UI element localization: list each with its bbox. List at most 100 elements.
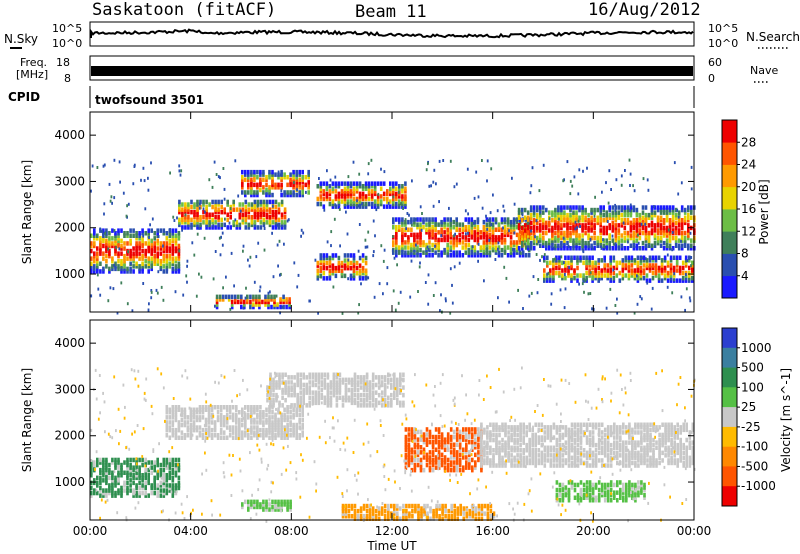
heatmap-cell [153, 259, 156, 264]
heatmap-cell [337, 194, 341, 199]
heatmap-cell [205, 215, 208, 220]
heatmap-cell [117, 236, 120, 241]
heatmap-cell [334, 268, 338, 273]
heatmap-cell [127, 250, 129, 254]
heatmap-cell [280, 215, 284, 220]
heatmap-cell [585, 453, 589, 458]
heatmap-cell [540, 422, 544, 427]
heatmap-cell [364, 184, 368, 189]
heatmap-cell [350, 387, 354, 393]
heatmap-cell [314, 377, 318, 383]
heatmap-cell [275, 392, 278, 398]
heatmap-cell [143, 179, 146, 183]
heatmap-cell [560, 207, 563, 213]
heatmap-cell [192, 407, 196, 412]
heatmap-cell [256, 433, 259, 438]
heatmap-cell [669, 258, 673, 263]
heatmap-cell [287, 375, 290, 380]
heatmap-cell [590, 223, 593, 228]
heatmap-cell [370, 184, 374, 189]
heatmap-cell [376, 194, 380, 199]
heatmap-cell [523, 223, 527, 228]
heatmap-cell [603, 440, 607, 445]
heatmap-cell [131, 309, 134, 313]
heatmap-cell [288, 304, 291, 310]
heatmap-cell [302, 382, 305, 388]
heatmap-cell [392, 201, 395, 207]
heatmap-cell [552, 270, 555, 276]
heatmap-cell [198, 206, 201, 210]
heatmap-cell [349, 204, 353, 209]
heatmap-cell [606, 442, 610, 448]
heatmap-cell [280, 202, 284, 207]
heatmap-cell [235, 430, 238, 435]
heatmap-cell [367, 162, 370, 166]
heatmap-cell [510, 460, 513, 466]
heatmap-cell [683, 207, 687, 213]
heatmap-cell [446, 230, 449, 235]
heatmap-cell [246, 297, 249, 302]
heatmap-cell [298, 185, 301, 190]
heatmap-cell [494, 217, 498, 222]
heatmap-cell [470, 250, 474, 255]
heatmap-cell [687, 207, 690, 213]
heatmap-cell [665, 228, 669, 233]
heatmap-cell [458, 452, 462, 458]
heatmap-cell [111, 264, 114, 269]
heatmap-cell [358, 191, 362, 197]
heatmap-cell [645, 265, 649, 271]
heatmap-cell [393, 382, 396, 388]
heatmap-cell [259, 182, 262, 188]
heatmap-cell [656, 223, 660, 228]
heatmap-cell [477, 450, 480, 455]
heatmap-cell [244, 412, 247, 418]
heatmap-cell [579, 458, 583, 463]
heatmap-cell [572, 223, 575, 228]
heatmap-cell [162, 462, 166, 468]
heatmap-cell [656, 238, 660, 243]
heatmap-cell [253, 199, 257, 205]
heatmap-cell [473, 235, 477, 240]
heatmap-cell [283, 417, 286, 423]
heatmap-cell [392, 225, 395, 230]
heatmap-cell [563, 238, 566, 243]
heatmap-cell [534, 435, 537, 440]
heatmap-cell [349, 191, 353, 197]
heatmap-cell [422, 467, 426, 473]
heatmap-cell [543, 425, 547, 430]
heatmap-cell [299, 380, 302, 385]
heatmap-cell [332, 375, 336, 380]
heatmap-cell [647, 235, 651, 241]
heatmap-cell [280, 189, 283, 193]
heatmap-cell [525, 425, 528, 430]
heatmap-cell [272, 385, 275, 390]
heatmap-cell [225, 425, 229, 430]
heatmap-cell [309, 299, 311, 303]
heatmap-cell [286, 422, 289, 428]
heatmap-cell [90, 269, 93, 274]
heatmap-cell [455, 250, 458, 255]
heatmap-cell [320, 395, 324, 400]
heatmap-cell [683, 220, 687, 226]
heatmap-cell [201, 410, 205, 415]
heatmap-cell [138, 485, 141, 491]
heatmap-cell [653, 205, 657, 210]
heatmap-cell [486, 442, 489, 448]
heatmap-cell [560, 223, 563, 228]
heatmap-cell [410, 219, 413, 225]
heatmap-cell [292, 425, 295, 430]
heatmap-cell [355, 196, 359, 202]
heatmap-cell [337, 181, 341, 186]
heatmap-cell [516, 440, 519, 445]
heatmap-cell [647, 233, 651, 238]
heatmap-cell [108, 253, 111, 259]
heatmap-cell [373, 191, 377, 197]
heatmap-cell [407, 427, 411, 432]
heatmap-cell [256, 420, 259, 425]
heatmap-cell [293, 385, 296, 390]
heatmap-cell [630, 270, 634, 276]
heatmap-cell [625, 425, 628, 430]
heatmap-cell [272, 204, 274, 208]
heatmap-cell [308, 385, 311, 390]
heatmap-cell [525, 458, 528, 463]
